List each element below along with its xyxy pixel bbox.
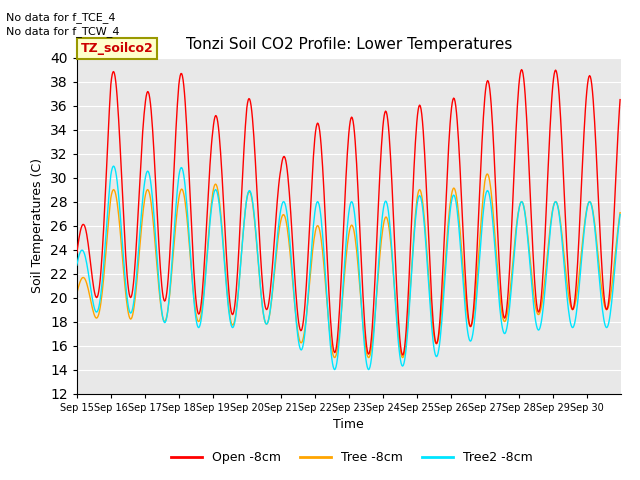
Text: No data for f_TCW_4: No data for f_TCW_4: [6, 26, 120, 37]
Text: TZ_soilco2: TZ_soilco2: [81, 42, 154, 55]
Y-axis label: Soil Temperatures (C): Soil Temperatures (C): [31, 158, 44, 293]
Title: Tonzi Soil CO2 Profile: Lower Temperatures: Tonzi Soil CO2 Profile: Lower Temperatur…: [186, 37, 512, 52]
X-axis label: Time: Time: [333, 418, 364, 431]
Legend: Open -8cm, Tree -8cm, Tree2 -8cm: Open -8cm, Tree -8cm, Tree2 -8cm: [166, 446, 538, 469]
Text: No data for f_TCE_4: No data for f_TCE_4: [6, 12, 116, 23]
